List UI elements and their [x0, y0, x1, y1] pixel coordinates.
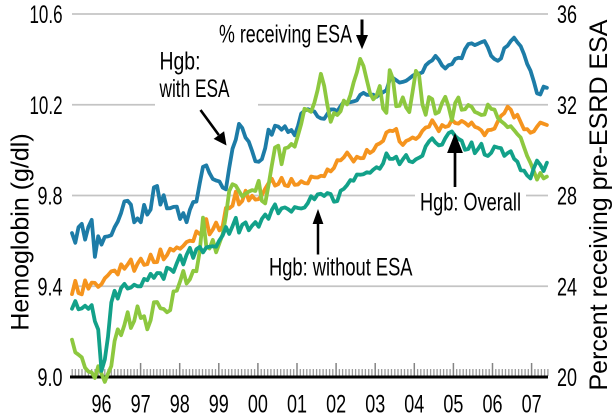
svg-text:9.8: 9.8 [38, 183, 63, 211]
svg-text:9.4: 9.4 [38, 273, 63, 301]
svg-text:96: 96 [92, 391, 112, 419]
svg-text:01: 01 [287, 391, 307, 419]
svg-text:Hgb:: Hgb: [160, 48, 201, 76]
svg-text:Hemoglobin (g/dl): Hemoglobin (g/dl) [7, 133, 35, 330]
svg-text:Percent receiving pre-ESRD ESA: Percent receiving pre-ESRD ESA [585, 19, 613, 390]
svg-text:20: 20 [557, 364, 577, 392]
svg-text:02: 02 [326, 391, 346, 419]
svg-text:07: 07 [522, 391, 542, 419]
svg-text:28: 28 [557, 183, 577, 211]
svg-text:03: 03 [365, 391, 385, 419]
svg-text:36: 36 [557, 1, 577, 29]
svg-text:98: 98 [170, 391, 190, 419]
svg-text:9.0: 9.0 [38, 364, 63, 392]
svg-text:10.6: 10.6 [30, 1, 63, 29]
svg-text:10.2: 10.2 [30, 92, 63, 120]
svg-text:% receiving ESA: % receiving ESA [219, 21, 352, 49]
svg-text:Hgb: without ESA: Hgb: without ESA [269, 254, 413, 282]
svg-text:with ESA: with ESA [159, 75, 230, 103]
svg-text:06: 06 [483, 391, 503, 419]
svg-text:24: 24 [557, 273, 577, 301]
svg-text:32: 32 [557, 92, 577, 120]
svg-text:99: 99 [209, 391, 229, 419]
svg-text:Hgb: Overall: Hgb: Overall [420, 188, 521, 216]
svg-text:97: 97 [131, 391, 151, 419]
svg-text:00: 00 [248, 391, 268, 419]
svg-text:04: 04 [404, 391, 424, 419]
svg-text:05: 05 [443, 391, 463, 419]
